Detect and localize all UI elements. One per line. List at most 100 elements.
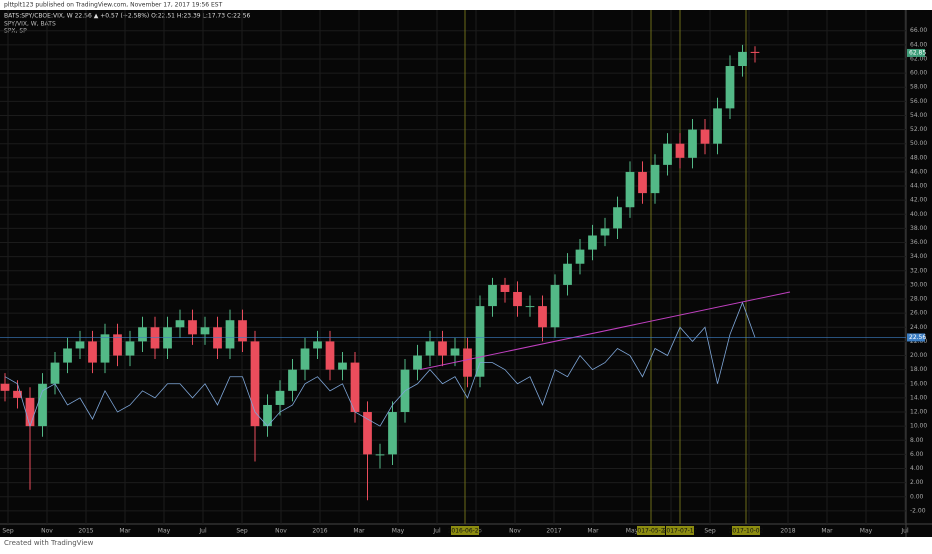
- candle-body: [188, 320, 197, 335]
- candle-body: [325, 341, 335, 370]
- candle-body: [575, 249, 585, 264]
- y-tick-label: -2.00: [910, 507, 926, 514]
- candle-body: [300, 348, 310, 370]
- y-tick-label: 8.00: [910, 437, 924, 444]
- y-tick-label: 6.00: [910, 451, 924, 458]
- x-tick-label: May: [860, 528, 873, 535]
- header-bar: [0, 0, 932, 10]
- y-tick-label: 58.00: [910, 84, 927, 91]
- candle-body: [125, 341, 135, 356]
- x-tick-label: Sep: [236, 528, 248, 535]
- y-tick-label: 30.00: [910, 281, 927, 288]
- date-marker-box: [666, 526, 694, 535]
- candle-body: [288, 369, 297, 391]
- candle-body: [63, 348, 72, 363]
- publisher: plttplt123 published on TradingView.com,…: [4, 2, 223, 9]
- x-tick-label: Jul: [432, 528, 441, 535]
- footer-bar: [0, 537, 932, 550]
- y-tick-label: 50.00: [910, 140, 927, 147]
- y-tick-label: 0.00: [910, 493, 924, 500]
- x-tick-label: Sep: [704, 528, 716, 535]
- footer-text[interactable]: Created with TradingView: [4, 539, 94, 547]
- date-marker-label: 2016-06-27: [448, 528, 483, 535]
- candle-body: [275, 390, 285, 405]
- candle-body: [438, 341, 447, 356]
- x-tick-label: Nov: [41, 528, 53, 535]
- candle-body: [475, 306, 485, 377]
- candle-body: [713, 108, 722, 144]
- y-tick-label: 48.00: [910, 154, 927, 161]
- y-tick-label: 60.00: [910, 70, 927, 77]
- x-tick-label: Mar: [587, 528, 599, 535]
- candle-body: [225, 320, 235, 349]
- y-tick-label: 18.00: [910, 366, 927, 373]
- y-tick-label: 16.00: [910, 380, 927, 387]
- date-marker-label: 2017-07-17: [663, 528, 698, 535]
- candle-body: [163, 327, 172, 349]
- y-tick-label: 4.00: [910, 465, 924, 472]
- candle-body: [50, 362, 60, 384]
- x-tick-label: May: [392, 528, 405, 535]
- x-tick-label: Mar: [821, 528, 833, 535]
- symbol-line: BATS:SPY/CBOE:VIX, W 22.56 ▲ +0.57 (+2.5…: [4, 13, 251, 20]
- candle-body: [0, 383, 10, 391]
- candle-body: [613, 207, 622, 229]
- y-tick-label: 10.00: [910, 423, 927, 430]
- candle-body: [313, 341, 322, 349]
- date-marker-box: [732, 526, 760, 535]
- y-tick-label: 20.00: [910, 352, 927, 359]
- candle-body: [600, 228, 610, 236]
- candle-body: [250, 341, 260, 427]
- candle-body: [525, 306, 535, 308]
- x-tick-label: May: [626, 528, 639, 535]
- y-tick-label: 54.00: [910, 112, 927, 119]
- date-marker-label: 2017-10-02: [729, 528, 764, 535]
- legend-entry: SPY/VIX, W, BATS: [4, 21, 56, 28]
- y-tick-label: 28.00: [910, 296, 927, 303]
- candle-body: [100, 334, 110, 363]
- candle-body: [538, 306, 547, 328]
- candle-body: [13, 390, 22, 398]
- candle-body: [200, 327, 210, 335]
- candle-body: [263, 404, 272, 427]
- x-tick-label: 2017: [546, 528, 561, 535]
- y-tick-label: 38.00: [910, 225, 927, 232]
- x-tick-label: Sep: [2, 528, 14, 535]
- price-marker-label: 22.56: [909, 334, 926, 341]
- price-marker-box: [907, 333, 925, 342]
- candle-body: [350, 362, 360, 413]
- x-tick-label: Jul: [198, 528, 207, 535]
- x-tick-label: Nov: [509, 528, 521, 535]
- x-tick-label: Mar: [119, 528, 131, 535]
- chart-background: [0, 10, 932, 537]
- candle-body: [513, 291, 522, 307]
- price-marker-box: [907, 48, 925, 57]
- y-tick-label: 34.00: [910, 253, 927, 260]
- y-tick-label: 62.00: [910, 55, 927, 62]
- date-marker-box: [637, 526, 665, 535]
- candle-body: [750, 51, 760, 53]
- candle-body: [700, 129, 710, 144]
- candle-body: [738, 51, 747, 67]
- y-tick-label: 32.00: [910, 267, 927, 274]
- y-tick-label: 42.00: [910, 197, 927, 204]
- y-tick-label: 36.00: [910, 239, 927, 246]
- candle-body: [500, 284, 510, 292]
- candle-body: [413, 355, 422, 370]
- candle-body: [138, 327, 147, 342]
- candle-body: [463, 348, 472, 377]
- trend-line: [419, 291, 791, 371]
- candle-body: [375, 454, 385, 456]
- candle-body: [650, 164, 660, 194]
- candle-body: [363, 412, 372, 455]
- y-tick-label: 24.00: [910, 324, 927, 331]
- candle-body: [338, 362, 347, 370]
- candle-body: [213, 327, 222, 349]
- candle-body: [175, 320, 185, 328]
- candle-body: [663, 143, 672, 165]
- date-marker-label: 2017-05-29: [634, 528, 669, 535]
- x-tick-label: 2018: [780, 528, 795, 535]
- candle-body: [38, 383, 47, 427]
- x-tick-label: Nov: [275, 528, 287, 535]
